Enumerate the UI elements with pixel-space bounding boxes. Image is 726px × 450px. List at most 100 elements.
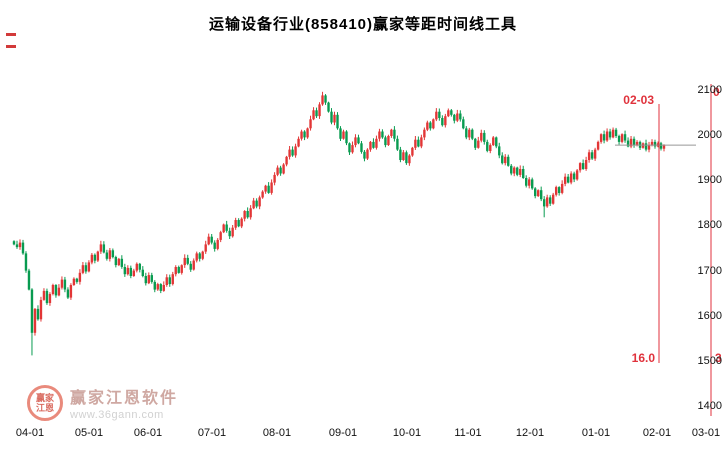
candle-body [120, 258, 124, 267]
candle-body [246, 211, 249, 218]
y-axis-label: 1500 [697, 355, 722, 367]
candle-body [162, 285, 165, 291]
candle-body [327, 102, 330, 112]
candle-body [611, 129, 615, 138]
candle-body [620, 134, 624, 142]
candle-body [267, 185, 270, 193]
candle-body [207, 236, 210, 245]
x-axis-label: 07-01 [197, 427, 227, 439]
candle-body [54, 285, 58, 296]
candle-body [309, 119, 312, 129]
candle-body [315, 110, 318, 117]
candle-body [572, 173, 576, 180]
candle-body [60, 279, 64, 288]
candle-body [66, 289, 70, 298]
candle-body [237, 220, 240, 227]
candle-body [354, 137, 357, 146]
candle-body [69, 285, 73, 298]
candle-body [566, 176, 570, 183]
candle-body [632, 138, 636, 146]
candle-body [432, 119, 435, 129]
candle-body [210, 236, 213, 243]
candle-body [423, 129, 426, 138]
x-axis-label: 06-01 [133, 427, 163, 439]
candle-body [99, 244, 103, 252]
candle-body [578, 163, 582, 171]
candle-body [471, 129, 474, 139]
candle-body [510, 165, 513, 174]
candle-body [150, 275, 153, 282]
candle-body [39, 299, 43, 320]
candle-body [252, 200, 255, 209]
candle-body [480, 132, 483, 141]
x-axis-label: 08-01 [262, 427, 292, 439]
candle-body [444, 116, 447, 126]
watermark-brand: 赢家江恩软件 [70, 390, 179, 407]
candle-body [264, 185, 267, 192]
candle-body [90, 254, 94, 263]
candle-body [51, 285, 55, 294]
candle-body [192, 260, 195, 270]
candle-body [87, 262, 91, 272]
candle-body [291, 149, 294, 156]
candle-body [147, 275, 150, 284]
candle-body [584, 160, 588, 169]
candle-body [228, 230, 231, 237]
candle-body [279, 167, 282, 174]
candle-body [426, 122, 429, 130]
candle-body [551, 194, 555, 204]
candle-body [557, 187, 561, 193]
candle-body [216, 239, 219, 249]
candle-body [659, 143, 663, 149]
timeline-value-label: 16.0 [631, 351, 655, 365]
candle-body [539, 190, 543, 200]
candle-body [393, 129, 396, 139]
candle-body [402, 152, 405, 160]
candle-body [273, 174, 276, 183]
candle-body [102, 244, 106, 253]
candle-body [18, 242, 22, 248]
candle-body [336, 114, 339, 129]
candle-body [486, 141, 489, 151]
candle-body [450, 110, 453, 115]
candle-body [414, 139, 417, 148]
candle-body [396, 138, 399, 150]
candle-body [288, 149, 291, 157]
candle-body [117, 258, 121, 266]
candle-body [623, 134, 627, 141]
candle-body [342, 131, 345, 139]
timeline2-bottom-partial-label: 3 [715, 351, 722, 365]
candle-body [408, 155, 411, 164]
candle-body [492, 137, 495, 146]
candle-body [201, 251, 204, 259]
x-axis-label: 04-01 [15, 427, 45, 439]
candle-body [321, 95, 324, 105]
candle-body [653, 141, 657, 147]
timeline-date-label: 02-03 [623, 93, 654, 107]
candle-body [474, 138, 477, 148]
watermark-url: www.36gann.com [70, 409, 164, 421]
x-axis-label: 05-01 [74, 427, 104, 439]
candle-body [441, 118, 444, 126]
candle-body [183, 257, 186, 266]
x-axis-label: 09-01 [328, 427, 358, 439]
y-axis-label: 1900 [697, 174, 722, 186]
candle-body [366, 149, 369, 159]
candle-body [339, 128, 342, 139]
candle-body [312, 110, 315, 120]
candle-body [285, 156, 288, 165]
candle-body [225, 224, 228, 231]
candle-body [593, 149, 597, 159]
candle-body [219, 232, 222, 240]
candle-body [605, 131, 609, 141]
candle-body [255, 200, 258, 207]
candle-body [468, 129, 471, 138]
candle-body [282, 164, 285, 174]
candle-body [180, 265, 183, 273]
candle-body [617, 136, 621, 142]
candle-body [108, 250, 112, 259]
candle-body [141, 269, 144, 276]
candle-body [324, 95, 327, 103]
